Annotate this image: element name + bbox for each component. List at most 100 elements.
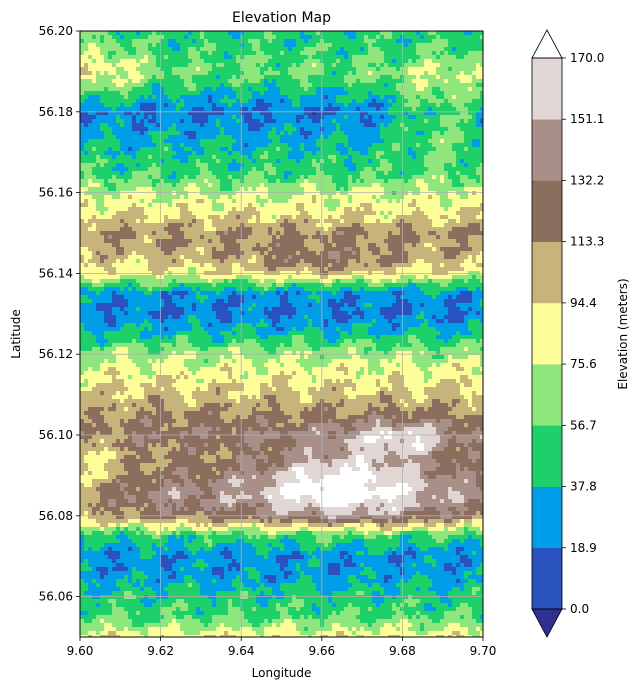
elevation-cell <box>152 191 157 196</box>
elevation-cell <box>136 67 141 72</box>
elevation-cell <box>340 203 345 208</box>
elevation-cell <box>260 139 265 144</box>
elevation-cell <box>364 47 369 52</box>
elevation-cell <box>384 139 389 144</box>
elevation-cell <box>436 223 441 228</box>
elevation-cell <box>152 207 157 212</box>
elevation-cell <box>288 71 293 76</box>
elevation-cell <box>292 175 297 180</box>
elevation-cell <box>108 151 113 156</box>
elevation-cell <box>152 51 157 56</box>
elevation-cell <box>140 47 145 52</box>
elevation-cell <box>176 43 181 48</box>
elevation-cell <box>388 51 393 56</box>
elevation-cell <box>112 35 117 40</box>
elevation-cell <box>376 87 381 92</box>
elevation-cell <box>380 83 385 88</box>
elevation-cell <box>284 211 289 216</box>
elevation-cell <box>408 151 413 156</box>
elevation-cell <box>236 215 241 220</box>
elevation-cell <box>396 203 401 208</box>
elevation-cell <box>368 95 373 100</box>
elevation-cell <box>304 71 309 76</box>
elevation-cell <box>460 43 465 48</box>
elevation-cell <box>184 131 189 136</box>
elevation-cell <box>240 211 245 216</box>
elevation-cell <box>176 191 181 196</box>
elevation-cell <box>96 111 101 116</box>
elevation-cell <box>296 191 301 196</box>
elevation-cell <box>420 175 425 180</box>
elevation-cell <box>160 179 165 184</box>
elevation-cell <box>380 47 385 52</box>
elevation-cell <box>272 215 277 220</box>
elevation-cell <box>388 147 393 152</box>
elevation-cell <box>248 207 253 212</box>
elevation-cell <box>420 219 425 224</box>
elevation-cell <box>200 71 205 76</box>
elevation-cell <box>464 195 469 200</box>
elevation-cell <box>176 79 181 84</box>
elevation-cell <box>180 31 185 36</box>
elevation-cell <box>472 163 477 168</box>
elevation-cell <box>268 83 273 88</box>
elevation-cell <box>92 123 97 128</box>
elevation-cell <box>356 179 361 184</box>
elevation-cell <box>188 179 193 184</box>
elevation-cell <box>240 155 245 160</box>
elevation-cell <box>192 227 197 232</box>
elevation-cell <box>392 99 397 104</box>
elevation-cell <box>120 123 125 128</box>
elevation-cell <box>160 227 165 232</box>
elevation-cell <box>92 91 97 96</box>
elevation-cell <box>88 51 93 56</box>
elevation-cell <box>424 67 429 72</box>
elevation-cell <box>120 215 125 220</box>
elevation-cell <box>104 115 109 120</box>
elevation-cell <box>344 43 349 48</box>
elevation-cell <box>132 151 137 156</box>
elevation-cell <box>288 87 293 92</box>
elevation-cell <box>188 139 193 144</box>
elevation-cell <box>304 47 309 52</box>
elevation-cell <box>112 199 117 204</box>
elevation-cell <box>308 207 313 212</box>
elevation-cell <box>132 223 137 228</box>
elevation-cell <box>228 219 233 224</box>
elevation-cell <box>92 175 97 180</box>
elevation-cell <box>376 151 381 156</box>
elevation-cell <box>476 143 481 148</box>
elevation-cell <box>272 163 277 168</box>
elevation-cell <box>272 151 277 156</box>
elevation-cell <box>156 155 161 160</box>
elevation-cell <box>444 203 449 208</box>
elevation-cell <box>300 35 305 40</box>
elevation-cell <box>352 159 357 164</box>
elevation-cell <box>360 119 365 124</box>
elevation-cell <box>280 35 285 40</box>
elevation-cell <box>220 131 225 136</box>
elevation-cell <box>80 167 85 172</box>
elevation-cell <box>292 135 297 140</box>
elevation-cell <box>340 195 345 200</box>
elevation-cell <box>468 111 473 116</box>
elevation-cell <box>472 191 477 196</box>
elevation-cell <box>472 127 477 132</box>
elevation-cell <box>344 39 349 44</box>
elevation-cell <box>276 59 281 64</box>
elevation-cell <box>156 195 161 200</box>
elevation-cell <box>460 39 465 44</box>
elevation-cell <box>284 79 289 84</box>
elevation-cell <box>396 99 401 104</box>
elevation-cell <box>404 135 409 140</box>
elevation-cell <box>356 151 361 156</box>
elevation-cell <box>472 39 477 44</box>
elevation-cell <box>476 91 481 96</box>
elevation-cell <box>376 131 381 136</box>
elevation-cell <box>452 175 457 180</box>
elevation-cell <box>384 83 389 88</box>
elevation-cell <box>172 159 177 164</box>
elevation-cell <box>472 155 477 160</box>
elevation-cell <box>180 35 185 40</box>
elevation-cell <box>268 135 273 140</box>
